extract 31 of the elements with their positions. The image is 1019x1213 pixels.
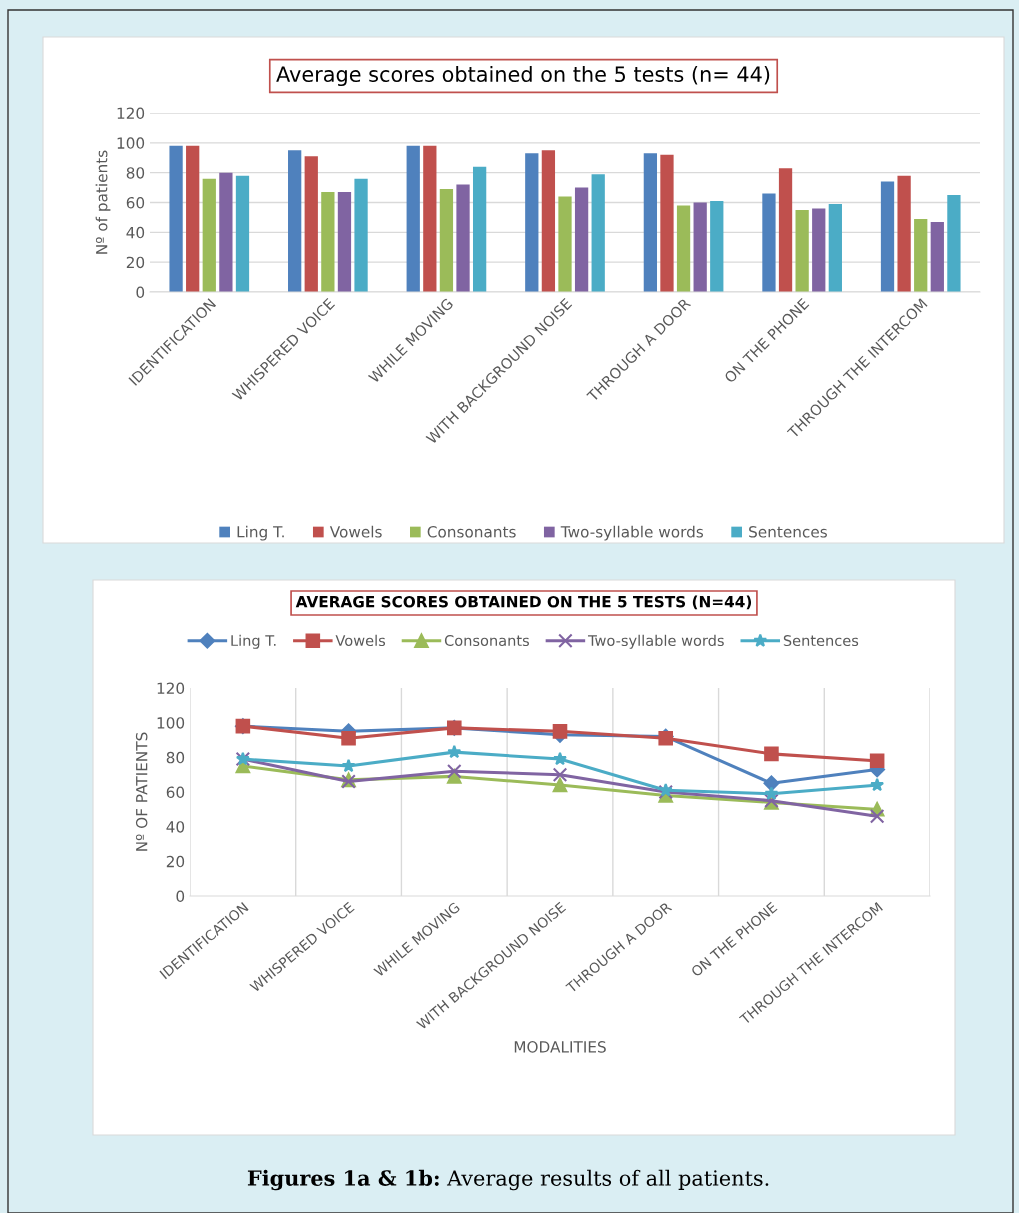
legend-label: Two-syllable words xyxy=(560,525,704,541)
legend-label: Sentences xyxy=(783,635,859,647)
legend-label: Ling T. xyxy=(237,525,284,541)
y-tick-label: 0 xyxy=(136,286,145,299)
y-axis-title: Nº OF PATIENTS xyxy=(135,732,148,851)
y-tick-label: 60 xyxy=(126,196,145,209)
legend-label: Vowels xyxy=(335,634,386,647)
y-tick-label: 80 xyxy=(126,167,145,179)
y-tick-label: 100 xyxy=(157,717,185,729)
y-tick-label: 60 xyxy=(166,786,185,799)
y-axis-title: Nº of patients xyxy=(95,150,111,254)
legend-label: Vowels xyxy=(329,525,382,538)
chart-title: Average scores obtained on the 5 tests (n= 44) xyxy=(276,65,770,87)
y-tick-label: 0 xyxy=(176,890,185,903)
y-tick-label: 120 xyxy=(117,107,145,120)
y-tick-label: 40 xyxy=(126,226,145,239)
y-tick-label: 120 xyxy=(157,682,185,695)
y-tick-label: 80 xyxy=(166,751,185,764)
chart-title: AVERAGE SCORES OBTAINED ON THE 5 TESTS (N=44) xyxy=(295,595,752,610)
legend-label: Ling T. xyxy=(231,634,276,649)
text: Figures 1a & 1b: xyxy=(247,1169,439,1191)
legend-label: Consonants xyxy=(444,635,529,647)
legend-label: Two-syllable words xyxy=(587,634,724,649)
legend-label: Sentences xyxy=(749,526,827,538)
x-axis-title: MODALITIES xyxy=(514,1041,606,1053)
y-tick-label: 20 xyxy=(126,256,145,269)
legend-label: Consonants xyxy=(427,526,516,538)
y-tick-label: 40 xyxy=(166,821,185,833)
y-tick-label: 20 xyxy=(166,855,185,868)
text: Average results of all patients. xyxy=(446,1169,769,1191)
y-tick-label: 100 xyxy=(117,137,145,149)
